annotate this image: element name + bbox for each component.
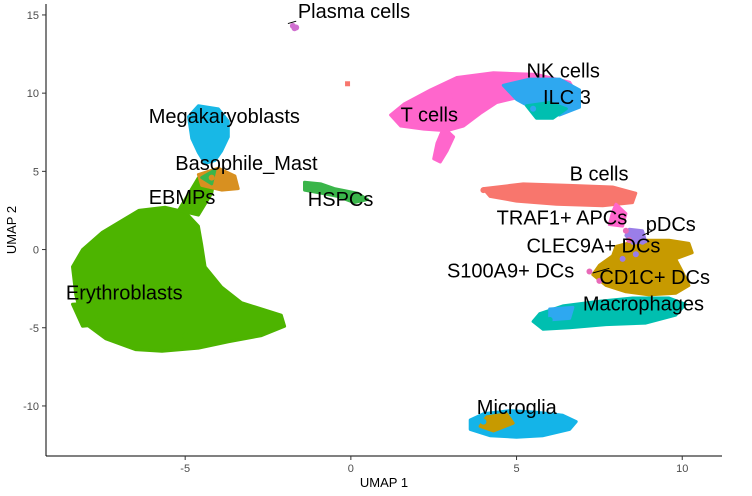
cluster-label: B cells (570, 164, 629, 186)
data-point (327, 187, 334, 194)
y-tick-label: -10 (23, 401, 39, 413)
data-point (632, 251, 639, 258)
data-point (115, 246, 122, 253)
data-point (632, 232, 639, 239)
data-point (447, 93, 454, 100)
traf1-apc-cloud (607, 202, 628, 228)
data-point (536, 112, 543, 119)
data-point (308, 183, 315, 190)
label-leader-line (287, 20, 297, 25)
erythroblasts-cloud-edge (71, 301, 101, 328)
data-point (530, 105, 537, 112)
data-point (540, 90, 547, 97)
data-point (596, 277, 603, 284)
data-point (586, 268, 593, 275)
data-point (596, 304, 603, 311)
stray-point (345, 81, 351, 87)
data-point (546, 190, 553, 197)
data-point (596, 187, 603, 194)
cluster-label: Megakaryoblasts (149, 106, 300, 128)
cluster-label: CLEC9A+ DCs (526, 236, 660, 258)
y-tick-label: 0 (33, 245, 39, 257)
y-axis-title: UMAP 2 (4, 206, 19, 254)
x-tick-label: 0 (348, 463, 354, 475)
data-point (556, 96, 563, 103)
x-tick-label: 10 (676, 463, 688, 475)
cluster-label: TRAF1+ APCs (497, 208, 628, 230)
cluster-label: Basophile_Mast (175, 153, 318, 175)
data-point (480, 102, 487, 109)
data-point (480, 418, 487, 425)
cluster-label: ILC 3 (543, 87, 591, 109)
data-point (619, 255, 626, 262)
cluster-label: HSPCs (308, 189, 374, 211)
cluster-label: EBMPs (149, 187, 216, 209)
data-point (679, 246, 686, 253)
x-ticks: -5 0 5 10 (180, 456, 688, 475)
y-ticks: -10 -5 0 5 10 15 (23, 10, 46, 413)
data-point (546, 105, 553, 112)
cluster-label: Plasma cells (298, 1, 410, 23)
cluster-label: pDCs (646, 214, 696, 236)
cluster-label: Microglia (477, 397, 558, 419)
data-point (218, 180, 225, 187)
macrophages-cloud-inner (548, 305, 575, 322)
data-point (202, 112, 209, 119)
data-point (646, 262, 653, 269)
cluster-labels: Plasma cells NK cells ILC 3 Megakaryoblasts… (66, 1, 710, 419)
x-axis-title: UMAP 1 (360, 475, 408, 490)
label-leader-line (592, 267, 610, 274)
megakaryoblasts-cloud (187, 104, 230, 165)
cluster-label: S100A9+ DCs (447, 261, 574, 283)
ilc3-cloud (525, 101, 568, 120)
data-point (205, 143, 212, 150)
data-point (228, 179, 235, 186)
label-leader-lines (287, 20, 653, 274)
cluster-cloud-layer (71, 71, 694, 439)
data-point (440, 140, 447, 147)
data-point (513, 87, 520, 94)
label-leader-line (642, 230, 653, 236)
data-point (639, 238, 646, 245)
cluster-label: NK cells (526, 61, 599, 83)
y-tick-label: -5 (29, 323, 39, 335)
data-point (626, 237, 633, 244)
cluster-label: Erythroblasts (66, 283, 183, 305)
data-point-layer (115, 22, 686, 430)
data-point (357, 196, 364, 203)
cluster-label: Macrophages (583, 294, 704, 316)
data-point (182, 332, 189, 339)
y-tick-label: 5 (33, 166, 39, 178)
cluster-label: T cells (401, 104, 458, 126)
data-point (622, 227, 629, 234)
data-point (424, 108, 431, 115)
axes (45, 4, 722, 457)
data-point (546, 421, 553, 428)
data-point (662, 277, 669, 284)
data-point (513, 423, 520, 430)
x-tick-label: -5 (180, 463, 190, 475)
x-tick-label: 5 (513, 463, 519, 475)
data-point (293, 24, 300, 31)
data-point (208, 174, 215, 181)
y-tick-label: 15 (27, 10, 39, 22)
y-tick-label: 10 (27, 88, 39, 100)
cluster-label: CD1C+ DCs (599, 267, 710, 289)
data-point (546, 316, 553, 323)
data-point (165, 293, 172, 300)
microglia-cloud-inner (478, 412, 515, 433)
data-point (480, 187, 487, 194)
data-point (646, 301, 653, 308)
data-point (208, 130, 215, 137)
